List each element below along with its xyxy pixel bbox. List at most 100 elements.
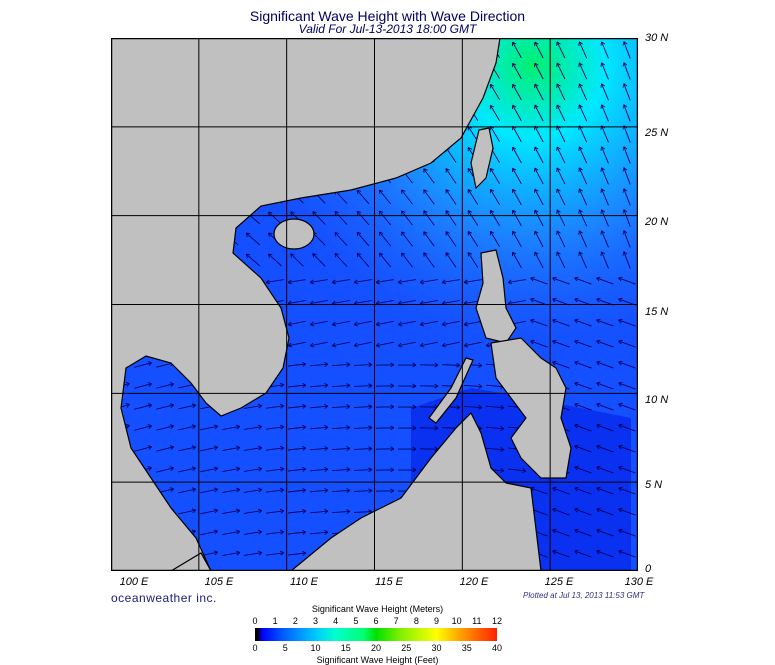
wave-arrow (556, 209, 566, 227)
wave-arrow (618, 318, 636, 327)
wave-arrow (244, 550, 263, 556)
wave-arrow (596, 507, 614, 516)
wave-arrow (596, 360, 614, 369)
wave-arrow (574, 549, 592, 558)
lon-label: 130 E (624, 576, 654, 588)
wave-arrow (378, 210, 392, 226)
wave-arrow (266, 487, 285, 493)
wave-arrow (574, 465, 592, 474)
lon-label: 105 E (204, 576, 234, 588)
wave-arrow (309, 320, 328, 327)
wave-arrow (222, 445, 241, 452)
wave-arrow (552, 507, 570, 516)
wave-arrow (618, 465, 636, 474)
wave-arrow (419, 425, 439, 431)
wave-arrow (375, 383, 395, 389)
wave-arrow (441, 341, 460, 348)
wave-arrow (552, 360, 570, 369)
wave-arrow (375, 341, 394, 348)
wave-arrow (378, 231, 392, 247)
chart-title: Significant Wave Height with Wave Direct… (249, 8, 526, 24)
wave-arrow (134, 361, 153, 368)
lat-label: 20 N (645, 216, 669, 228)
wave-arrow (356, 189, 370, 205)
colorbar-tick: 6 (373, 616, 379, 626)
land-luzon (475, 249, 517, 344)
wave-arrow (534, 41, 544, 59)
colorbar-tick: 4 (333, 616, 339, 626)
land-borneo (290, 411, 542, 571)
wave-map (111, 38, 638, 571)
wave-arrow (441, 320, 460, 327)
wave-arrow (574, 507, 592, 516)
lat-label: 15 N (645, 306, 669, 318)
wave-arrow (622, 167, 631, 185)
wave-arrow (556, 104, 566, 122)
wave-arrow (178, 403, 197, 410)
wave-arrow (445, 252, 457, 268)
wave-arrow (618, 444, 636, 453)
wave-arrow (156, 424, 175, 431)
wave-arrow (423, 189, 435, 205)
wave-arrow (331, 279, 350, 285)
wave-arrow (178, 424, 197, 431)
wave-arrow (574, 318, 592, 327)
wave-arrow (423, 168, 435, 184)
wave-arrow (463, 404, 483, 410)
wave-arrow (552, 528, 570, 537)
wave-arrow (512, 146, 522, 164)
wave-arrow (618, 549, 636, 558)
wave-arrow (600, 41, 609, 59)
lat-lon-grid (111, 38, 638, 571)
wave-arrow (353, 446, 373, 452)
wave-arrow (309, 467, 329, 472)
wave-arrow (266, 445, 285, 451)
wave-arrow (600, 188, 609, 206)
wave-arrow (423, 252, 435, 268)
wave-arrow (512, 230, 522, 248)
wave-arrow (244, 508, 263, 514)
wave-arrow (578, 209, 588, 227)
wave-arrow (375, 488, 395, 494)
wave-arrow (485, 405, 505, 410)
wave-arrow (244, 529, 263, 535)
wave-arrow (574, 360, 592, 369)
wave-arrow (375, 467, 395, 473)
lon-label: 125 E (544, 576, 574, 588)
wave-arrow (489, 188, 501, 205)
wave-arrow (574, 528, 592, 537)
wave-arrow (266, 403, 285, 409)
wave-arrow (178, 487, 197, 494)
wave-arrow (441, 279, 460, 285)
wave-arrow (331, 509, 351, 515)
wave-arrow (556, 62, 566, 80)
wave-arrow (556, 230, 566, 248)
lon-label: 120 E (459, 576, 489, 588)
wave-arrow (331, 488, 351, 494)
wave-arrow (222, 508, 241, 515)
wave-arrow (463, 320, 482, 327)
wave-arrow (353, 362, 373, 368)
colorbar-title-feet: Significant Wave Height (Feet) (316, 655, 439, 665)
wave-arrow (288, 445, 307, 451)
wave-arrow (312, 253, 326, 267)
wave-arrow (622, 83, 631, 101)
wave-arrow (156, 403, 175, 410)
wave-arrow (556, 251, 566, 269)
wave-arrow (200, 529, 219, 536)
colorbar-tick: 12 (491, 616, 502, 626)
wave-arrow (397, 341, 416, 348)
wave-arrow (288, 403, 307, 409)
wave-arrow (134, 403, 153, 410)
wave-arrow (309, 446, 329, 451)
colorbar-tick: 7 (393, 616, 399, 626)
wave-arrow (309, 404, 329, 409)
wave-arrow (309, 341, 328, 348)
wave-arrow (200, 487, 219, 494)
wave-arrow (401, 210, 413, 226)
colorbar-tick: 1 (272, 616, 278, 626)
wave-arrow (552, 276, 570, 285)
wave-arrow (288, 550, 307, 556)
wave-arrow (574, 402, 592, 411)
colorbar-tick: 5 (353, 616, 359, 626)
